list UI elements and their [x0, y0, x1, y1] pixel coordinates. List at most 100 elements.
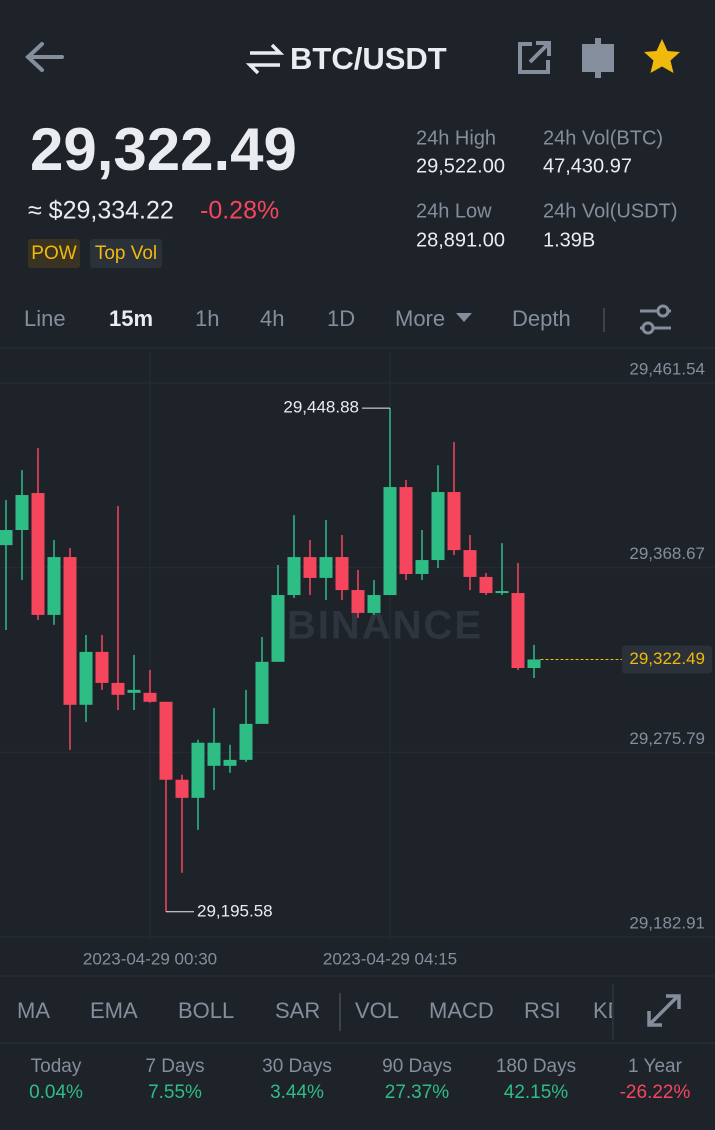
- usd-price: ≈ $29,334.22: [28, 197, 174, 225]
- period-change: 42.15%: [504, 1082, 569, 1103]
- tag-box: [28, 239, 80, 268]
- interval-tab-active[interactable]: 15m: [109, 306, 153, 331]
- candlestick-chart: 2023-04-29 00:30 2023-04-29 04:15 29,182.9…: [0, 350, 715, 968]
- y-tick-label: 29,182.91: [629, 913, 705, 932]
- favorite-star[interactable]: [644, 39, 680, 73]
- indicator-tab[interactable]: EMA: [90, 998, 138, 1023]
- indicator-bar: MA EMA BOLL SAR VOL MACD RSI KDJ: [17, 984, 681, 1040]
- stat-label: 24h Vol(BTC): [543, 127, 663, 149]
- period-label: Today: [31, 1056, 82, 1077]
- candle-body: [239, 723, 253, 760]
- candle-body: [79, 651, 93, 705]
- candle-body: [319, 557, 333, 578]
- candle-body: [175, 779, 189, 798]
- interval-tab[interactable]: More: [395, 306, 445, 331]
- candle-body: [527, 659, 541, 669]
- settings-icon[interactable]: [640, 304, 671, 335]
- candle-body: [255, 661, 269, 724]
- candle-body: [399, 487, 413, 574]
- interval-tab[interactable]: Depth: [512, 306, 571, 331]
- candle-body: [303, 557, 317, 578]
- candle-body: [111, 682, 125, 695]
- last-price-box: [622, 645, 712, 674]
- tag: POW: [31, 243, 76, 264]
- period-label: 180 Days: [496, 1056, 576, 1077]
- candle-body: [351, 590, 365, 613]
- stat-label: 24h Vol(USDT): [543, 200, 678, 222]
- swap-icon[interactable]: [245, 43, 285, 75]
- indicator-tab[interactable]: MA: [17, 998, 50, 1023]
- candle-body: [447, 492, 461, 551]
- candle-body: [191, 742, 205, 798]
- candle-body: [31, 493, 45, 615]
- stat-value: 1.39B: [543, 229, 595, 251]
- candle-body: [367, 595, 381, 613]
- stat-label: 24h Low: [416, 200, 492, 222]
- indicator-tab[interactable]: MACD: [429, 998, 494, 1023]
- candle-body: [15, 495, 29, 531]
- y-tick-label: 29,275.79: [629, 729, 705, 748]
- candle-body: [271, 595, 285, 662]
- period-label: 7 Days: [145, 1056, 204, 1077]
- candle-body: [383, 487, 397, 596]
- period-change: -26.22%: [620, 1082, 691, 1103]
- stat-label: 24h High: [416, 127, 496, 149]
- pair-title: BTC/USDT: [290, 41, 447, 76]
- tag-box: [90, 239, 162, 268]
- watermark: BINANCE: [287, 604, 483, 648]
- candle-body: [479, 576, 493, 594]
- share-icon[interactable]: [518, 41, 551, 74]
- expand-icon[interactable]: [647, 994, 681, 1027]
- last-price: 29,322.49: [30, 116, 297, 183]
- back-button[interactable]: [25, 42, 64, 72]
- candle-body: [63, 557, 77, 705]
- candle-body: [223, 759, 237, 766]
- interval-tab[interactable]: 4h: [260, 306, 284, 331]
- candle-body: [335, 557, 349, 591]
- candle-body: [495, 591, 509, 594]
- indicator-tab[interactable]: RSI: [524, 998, 561, 1023]
- candle-body: [207, 742, 221, 766]
- period-label: 90 Days: [382, 1056, 452, 1077]
- interval-tab[interactable]: 1h: [195, 306, 219, 331]
- indicator-tab[interactable]: BOLL: [178, 998, 234, 1023]
- candle-body: [127, 689, 141, 693]
- dropdown-caret: [456, 313, 472, 322]
- x-tick-label: 2023-04-29 04:15: [323, 949, 457, 968]
- stat-value: 47,430.97: [543, 155, 632, 177]
- clip: KDJ: [593, 998, 635, 1023]
- candle-body: [143, 692, 157, 702]
- period-change: 27.37%: [385, 1082, 450, 1103]
- indicator-tab[interactable]: SAR: [275, 998, 320, 1023]
- candle-body: [95, 651, 109, 683]
- price-change: -0.28%: [200, 197, 279, 225]
- period-change: 3.44%: [270, 1082, 324, 1103]
- indicator-tab[interactable]: KDJ: [593, 998, 635, 1023]
- extreme-label: 29,195.58: [197, 901, 273, 920]
- orderbook-icon[interactable]: [582, 38, 614, 78]
- candle-body: [287, 557, 301, 596]
- tag: Top Vol: [95, 243, 157, 264]
- period-change: 0.04%: [29, 1082, 83, 1103]
- stat-value: 28,891.00: [416, 229, 505, 251]
- period-label: 1 Year: [628, 1056, 683, 1077]
- candle-body: [511, 593, 525, 669]
- performance-row: Today 0.04% 7 Days 7.55% 30 Days 3.44% 9…: [29, 1056, 690, 1103]
- x-tick-label: 2023-04-29 00:30: [83, 949, 217, 968]
- interval-tab[interactable]: Line: [24, 306, 66, 331]
- candle-body: [431, 492, 445, 561]
- period-label: 30 Days: [262, 1056, 332, 1077]
- indicator-tab[interactable]: VOL: [355, 998, 399, 1023]
- candle-body: [0, 530, 13, 546]
- stat-value: 29,522.00: [416, 155, 505, 177]
- candle-body: [415, 560, 429, 574]
- extreme-label: 29,448.88: [283, 398, 359, 417]
- interval-tab[interactable]: 1D: [327, 306, 355, 331]
- candle-body: [159, 701, 173, 780]
- y-tick-label: 29,461.54: [629, 359, 705, 378]
- candle-body: [47, 557, 61, 615]
- y-tick-label: 29,368.67: [629, 544, 705, 563]
- candles: [0, 408, 541, 912]
